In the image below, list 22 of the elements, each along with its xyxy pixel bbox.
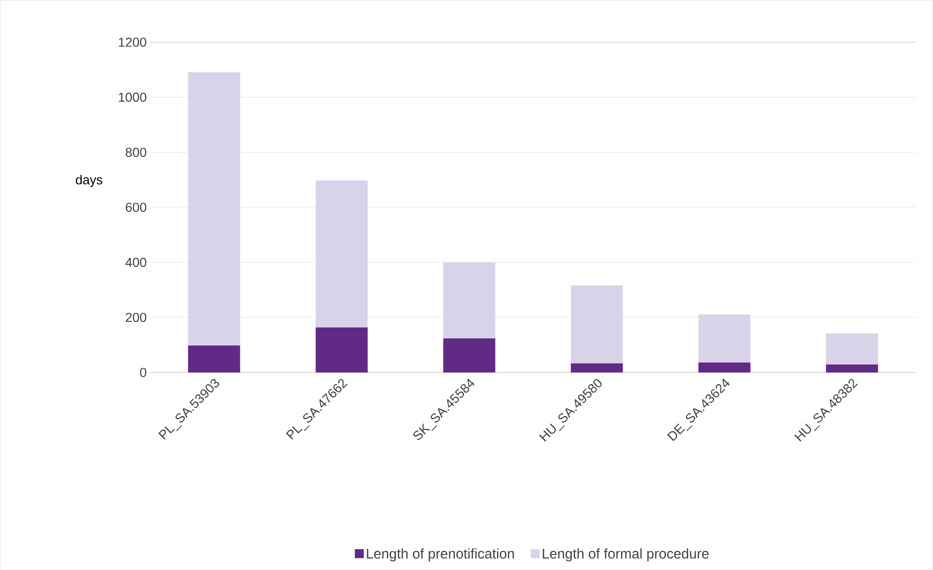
y-tick-label: 200 — [126, 312, 146, 322]
bar — [188, 346, 240, 373]
y-tick-label: 1200 — [118, 38, 146, 47]
bar — [188, 72, 240, 346]
bar — [698, 362, 750, 373]
bar — [698, 314, 750, 363]
bar — [316, 180, 368, 328]
y-tick-label: 600 — [126, 202, 146, 212]
bar — [826, 333, 878, 365]
y-tick-label: 0 — [140, 368, 146, 378]
bar — [570, 286, 623, 364]
y-axis-title: days — [76, 174, 102, 188]
y-tick-label: 1000 — [118, 92, 146, 102]
bar — [443, 338, 496, 373]
bar — [826, 364, 878, 373]
y-tick-label: 800 — [126, 148, 146, 157]
bar — [443, 262, 496, 338]
bar — [316, 327, 368, 373]
y-tick-label: 400 — [125, 258, 146, 268]
legend-label: Length of formal procedure — [542, 548, 709, 562]
legend-label: Length of prenotification — [366, 548, 514, 562]
bar — [570, 363, 623, 373]
